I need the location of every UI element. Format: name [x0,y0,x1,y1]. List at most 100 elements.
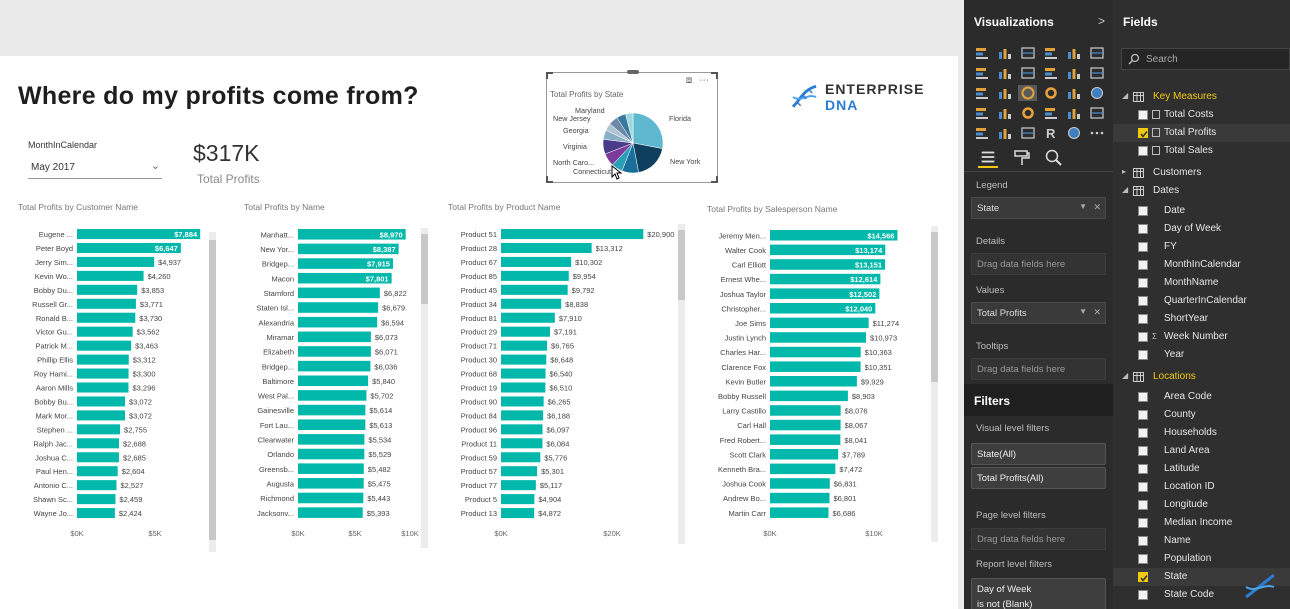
caret-down-icon[interactable]: ▼ [1079,202,1087,211]
field-item[interactable]: Land Area [1113,442,1290,460]
bar[interactable] [298,478,364,489]
bar[interactable] [298,346,371,357]
line-column-chart-icon[interactable] [1041,65,1060,81]
bar[interactable] [770,361,861,372]
bar[interactable] [501,326,550,337]
bar[interactable] [77,284,138,295]
field-item[interactable]: County [1113,406,1290,424]
month-slicer-dropdown[interactable]: May 2017 ⌄ [28,157,162,179]
bar[interactable] [770,405,841,416]
collapse-pane-icon[interactable]: > [1097,14,1105,28]
line-clustered-chart-icon[interactable] [1064,65,1083,81]
bar[interactable] [298,390,367,401]
bar[interactable] [501,270,569,281]
bar-chart[interactable]: Eugene ... $7,884 Peter Boyd $6,647 Jerry Si… [14,202,219,562]
field-checkbox[interactable] [1138,554,1148,564]
bar[interactable] [298,272,392,284]
bar[interactable] [77,229,201,240]
bar[interactable] [770,303,876,314]
bar[interactable] [770,317,869,329]
bar[interactable] [77,242,181,253]
field-item[interactable]: Location ID [1113,478,1290,496]
table-icon[interactable] [995,125,1014,141]
tooltips-well[interactable]: Drag data fields here [971,358,1106,380]
bar[interactable] [501,368,546,379]
field-checkbox[interactable] [1138,206,1148,216]
analytics-magnifier-icon[interactable] [1044,148,1064,168]
bar[interactable] [77,326,133,337]
pie-chart-icon[interactable] [1018,85,1037,101]
page-filters-well[interactable]: Drag data fields here [971,528,1106,550]
field-checkbox[interactable] [1138,572,1148,582]
bar[interactable] [770,332,867,343]
values-well[interactable]: Total Profits ▼ ✕ [971,302,1106,324]
bar[interactable] [298,258,393,269]
filled-map-icon[interactable] [972,105,991,121]
details-well[interactable]: Drag data fields here [971,253,1106,275]
donut-chart-icon[interactable] [1041,85,1060,101]
report-filter-day-of-week[interactable]: Day of Week is not (Blank) [971,578,1106,609]
field-checkbox[interactable] [1138,110,1148,120]
field-checkbox[interactable] [1138,428,1148,438]
bar[interactable] [77,340,132,351]
field-item[interactable]: QuarterInCalendar [1113,292,1290,310]
fields-tab-icon[interactable] [978,148,998,168]
field-item[interactable]: Year [1113,346,1290,364]
bar[interactable] [770,230,898,241]
resize-handle[interactable] [546,72,553,79]
field-item[interactable]: Latitude [1113,460,1290,478]
field-checkbox[interactable] [1138,296,1148,306]
field-item[interactable]: Total Profits [1113,124,1290,142]
bar[interactable] [298,434,365,445]
bar[interactable] [501,242,592,253]
bar[interactable] [77,382,129,393]
bar[interactable] [501,452,541,463]
caret-down-icon[interactable]: ◢ [1122,371,1129,380]
field-checkbox[interactable] [1138,146,1148,156]
bar[interactable] [77,298,136,309]
field-item[interactable]: Area Code [1113,388,1290,406]
field-item[interactable]: Households [1113,424,1290,442]
bar[interactable] [770,419,841,431]
bar-chart[interactable]: Manhatt... $8,970 New Yor... $8,387 Bridgep.… [240,202,432,562]
bar[interactable] [770,507,829,518]
bar[interactable] [77,368,129,379]
scatter-chart-icon[interactable] [995,85,1014,101]
funnel-icon[interactable] [995,105,1014,121]
bar[interactable] [77,466,118,477]
vertical-scrollbar[interactable] [421,228,428,548]
multi-row-card-icon[interactable] [1064,105,1083,121]
field-item[interactable]: Σ Week Number [1113,328,1290,346]
vertical-scrollbar[interactable] [931,226,938,542]
bar[interactable] [770,259,886,270]
bar[interactable] [77,480,117,491]
bar-chart[interactable]: Jeremy Men... $14,566 Walter Cook $13,174 Ca… [703,204,939,562]
bar[interactable] [77,508,115,519]
field-item[interactable]: Date [1113,202,1290,220]
map-icon[interactable] [1087,85,1106,101]
table-key-measures[interactable]: ◢ Key Measures [1113,88,1290,106]
caret-down-icon[interactable]: ◢ [1122,185,1129,194]
bar[interactable] [770,376,857,387]
clustered-column-chart-icon[interactable] [1041,45,1060,61]
globe-icon[interactable] [1064,125,1083,141]
bar[interactable] [298,448,365,460]
table-locations[interactable]: ◢ Locations [1113,368,1290,386]
bar[interactable] [77,452,119,463]
bar[interactable] [770,244,886,256]
bar-chart[interactable]: Product 51 $20,900 Product 28 $13,312 Produc… [444,202,687,562]
filter-state[interactable]: State(All) [971,443,1106,465]
bar[interactable] [501,382,546,393]
waterfall-chart-icon[interactable] [972,85,991,101]
bar[interactable] [770,449,839,460]
bar[interactable] [298,287,380,299]
resize-handle[interactable] [711,176,718,183]
field-checkbox[interactable] [1138,242,1148,252]
bar[interactable] [77,410,125,421]
field-checkbox[interactable] [1138,350,1148,360]
bar[interactable] [501,494,535,505]
field-item[interactable]: Population [1113,550,1290,568]
area-chart-icon[interactable] [995,65,1014,81]
field-item[interactable]: MonthInCalendar [1113,256,1290,274]
slicer-icon[interactable] [972,125,991,141]
